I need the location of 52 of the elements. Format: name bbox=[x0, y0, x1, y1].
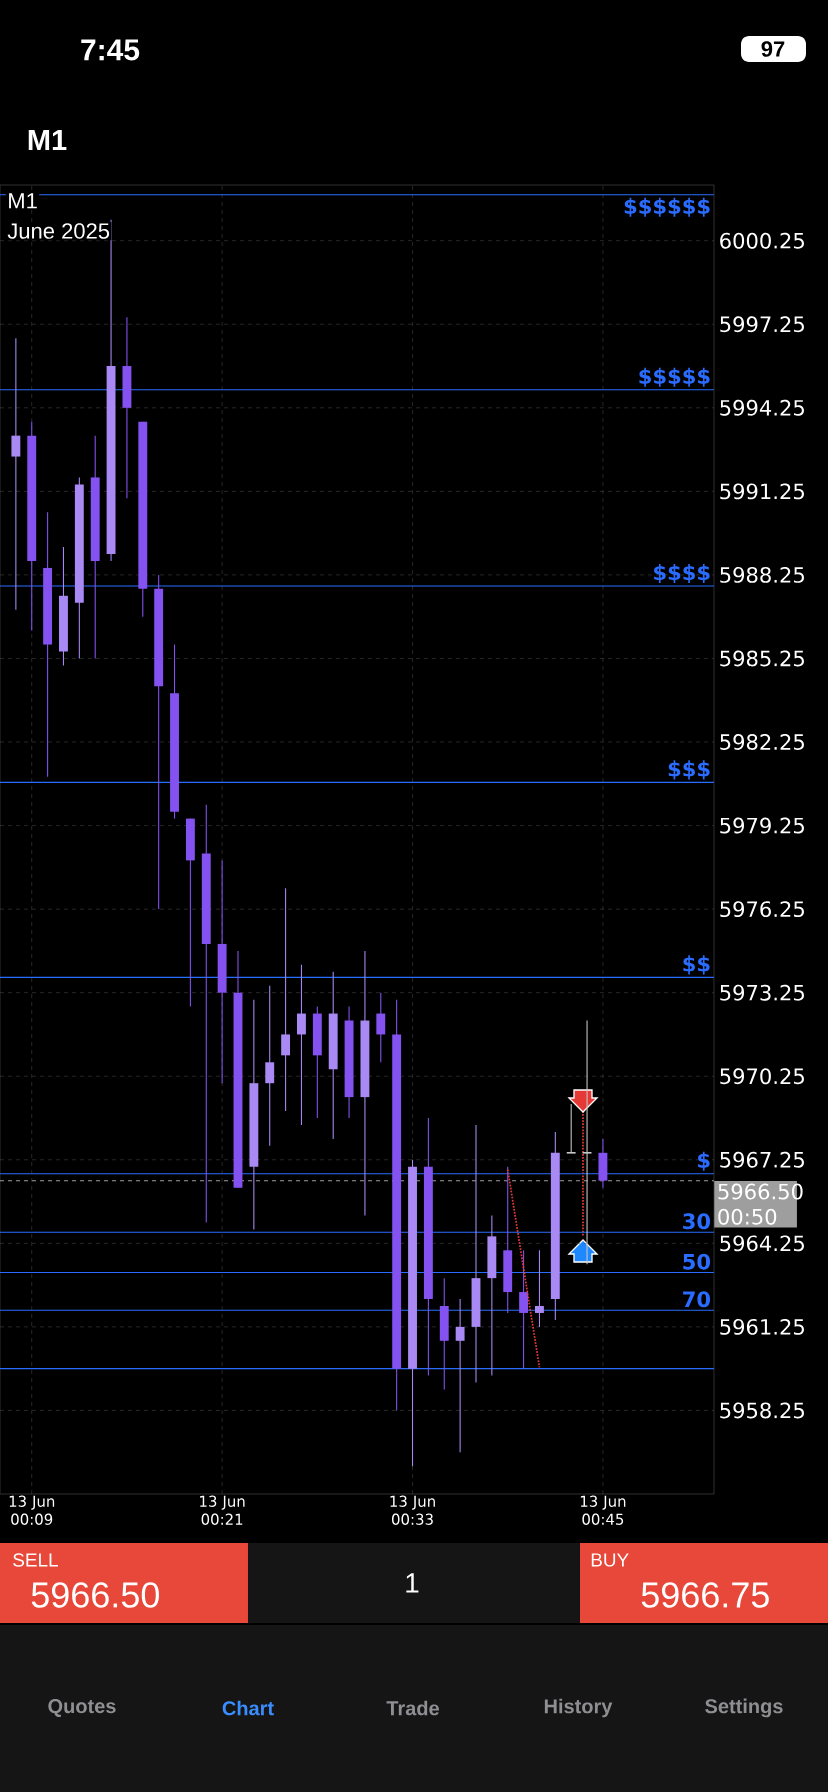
ref-line-label: $$$$$$ bbox=[624, 197, 710, 217]
text: 5966.50 bbox=[31, 1582, 159, 1608]
y-tick-label: 5985.25 bbox=[720, 650, 804, 667]
ref-line-label: $$ bbox=[683, 955, 710, 975]
text: Trade bbox=[386, 1700, 439, 1716]
text: Quotes bbox=[48, 1699, 116, 1717]
candlestick bbox=[535, 1249, 544, 1328]
y-tick-label: 5994.25 bbox=[720, 399, 804, 416]
text: History bbox=[544, 1698, 613, 1718]
annotation: 50 bbox=[683, 1253, 711, 1270]
y-tick-label: 5976.25 bbox=[720, 901, 804, 918]
annotation: 30 bbox=[683, 1213, 711, 1230]
text: 7:45 bbox=[81, 39, 140, 61]
x-tick-label: 13 Jun 00:21 bbox=[200, 1495, 245, 1525]
candlestick bbox=[519, 1249, 529, 1370]
y-tick-label: 5967.25 bbox=[720, 1151, 804, 1168]
y-tick-label: 5973.25 bbox=[720, 984, 804, 1001]
ref-line-label: $$$ bbox=[668, 760, 710, 780]
candlestick bbox=[297, 964, 306, 1126]
text: SELL bbox=[13, 1553, 58, 1567]
ref-line-label: $$$$ bbox=[654, 564, 710, 584]
text: 1 bbox=[406, 1573, 419, 1593]
y-tick-label: 5964.25 bbox=[720, 1235, 804, 1252]
chart-title: M1 bbox=[9, 193, 37, 209]
candlestick bbox=[281, 887, 291, 1112]
text: M1 bbox=[28, 130, 67, 150]
candlestick bbox=[565, 1103, 577, 1154]
x-tick-label: 13 Jun 00:33 bbox=[390, 1495, 435, 1525]
candlestick bbox=[376, 992, 386, 1063]
y-tick-label: 5979.25 bbox=[720, 817, 804, 834]
text: 5966.75 bbox=[641, 1582, 769, 1608]
y-tick-label: 6000.25 bbox=[720, 232, 804, 249]
text: June 2025 bbox=[7, 223, 110, 239]
text: Settings bbox=[705, 1698, 783, 1718]
text: 97 bbox=[761, 41, 785, 57]
y-tick-label: 5997.25 bbox=[720, 316, 804, 333]
candlestick bbox=[11, 337, 21, 611]
ref-line-label: $ bbox=[698, 1151, 710, 1171]
text: BUY bbox=[591, 1553, 629, 1567]
ref-line-label: $$$$$ bbox=[639, 367, 710, 387]
y-tick-label: 5970.25 bbox=[720, 1068, 804, 1085]
annotation: 70 bbox=[683, 1291, 711, 1308]
y-tick-label: 5958.25 bbox=[720, 1402, 804, 1419]
text: Chart bbox=[222, 1700, 274, 1716]
candlestick bbox=[455, 1298, 465, 1453]
y-tick-label: 5988.25 bbox=[720, 566, 804, 583]
candlestick bbox=[265, 985, 275, 1147]
x-tick-label: 13 Jun 00:09 bbox=[9, 1495, 55, 1525]
y-tick-label: 5991.25 bbox=[720, 483, 804, 500]
x-tick-label: 13 Jun 00:45 bbox=[580, 1495, 626, 1525]
y-tick-label: 5961.25 bbox=[720, 1318, 804, 1335]
y-tick-label: 5982.25 bbox=[720, 734, 804, 750]
